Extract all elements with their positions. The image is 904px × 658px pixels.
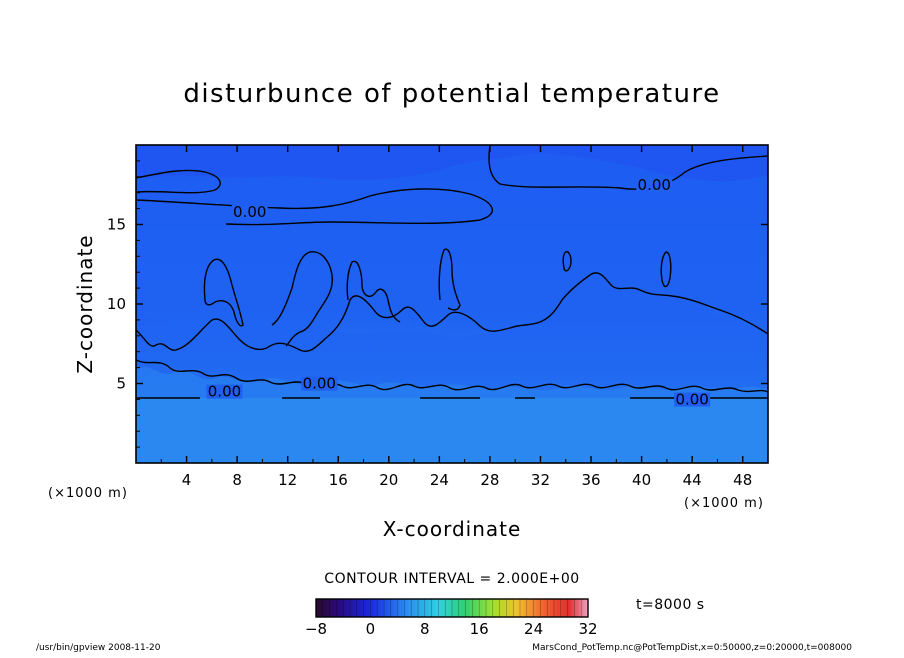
- contour-lines: [136, 145, 768, 399]
- x-tick-label: 32: [531, 471, 550, 489]
- y-axis-title: Z-coordinate: [73, 234, 97, 373]
- footer-right: MarsCond_PotTemp.nc@PotTempDist,x=0:5000…: [532, 643, 852, 653]
- colorbar-tick-label: −8: [305, 620, 327, 638]
- colorbar-frame: [315, 598, 589, 618]
- y-tick-label: 15: [107, 216, 126, 234]
- y-axis: 5 10 15: [107, 160, 768, 448]
- contour-label-bg: [674, 392, 711, 407]
- contour-label-bg: [206, 384, 243, 399]
- contour-upper-band: [136, 188, 493, 226]
- contour-label-bg: [636, 177, 673, 192]
- contour-lower-noise: [136, 359, 768, 393]
- x-tick-label: 24: [430, 471, 449, 489]
- contour-label: 0.00: [675, 391, 708, 409]
- x-tick-label: 12: [278, 471, 297, 489]
- colorbar: −8 0 8 16 24 32: [305, 598, 598, 638]
- x-tick-label: 40: [632, 471, 651, 489]
- contour-labels: 0.00 0.00 0.00 0.00 0.00: [206, 176, 711, 409]
- colorbar-tick-label: 16: [470, 620, 489, 638]
- colorbar-ticks: −8 0 8 16 24 32: [305, 620, 598, 638]
- x-axis-title: X-coordinate: [383, 517, 522, 541]
- colorbar-tick-label: 8: [420, 620, 430, 638]
- contour-label: 0.00: [208, 383, 241, 401]
- colorbar-gradient: [316, 599, 588, 617]
- x-tick-label: 36: [581, 471, 600, 489]
- x-tick-label: 4: [182, 471, 192, 489]
- x-axis-units: (×1000 m): [684, 496, 764, 511]
- colorbar-tick-label: 0: [366, 620, 376, 638]
- contour-main-boundary: [136, 272, 768, 352]
- contour-label: 0.00: [303, 375, 336, 393]
- contour-cell-6: [660, 251, 672, 288]
- colorbar-tick-label: 32: [578, 620, 597, 638]
- plot-area: 0.00 0.00 0.00 0.00 0.00: [135, 144, 769, 464]
- field-shading: [136, 145, 768, 463]
- x-tick-label: 48: [733, 471, 752, 489]
- x-tick-label: 8: [232, 471, 242, 489]
- contour-cell-5: [562, 251, 572, 272]
- footer-left: /usr/bin/gpview 2008-11-20: [36, 643, 161, 653]
- colorbar-tick-label: 24: [524, 620, 543, 638]
- y-axis-units: (×1000 m): [48, 486, 128, 501]
- contour-cell-3: [346, 260, 401, 323]
- x-tick-label: 44: [683, 471, 702, 489]
- boundary-noise-shade: [136, 367, 768, 398]
- contour-interval-label: CONTOUR INTERVAL = 2.000E+00: [324, 571, 579, 587]
- lower-region-shade: [136, 398, 768, 463]
- y-tick-label: 5: [116, 375, 126, 393]
- x-axis: 4 8 12 16 20 24 28 32 36 40 44 48: [160, 145, 752, 489]
- colorbar-stripes: [322, 599, 582, 617]
- x-tick-label: 28: [480, 471, 499, 489]
- upper-region-shade: [136, 145, 768, 182]
- contour-label: 0.00: [638, 176, 671, 194]
- contour-cell-2: [271, 251, 333, 347]
- contour-upper-left: [136, 169, 221, 194]
- contour-label: 0.00: [233, 203, 266, 221]
- contour-cell-4: [438, 248, 461, 311]
- time-label: t=8000 s: [636, 597, 705, 613]
- contour-label-bg: [301, 376, 338, 391]
- chart-title: disturbunce of potential temperature: [183, 79, 720, 109]
- contour-upper-right: [488, 145, 768, 190]
- mid-region-shade: [136, 298, 768, 400]
- x-tick-label: 16: [329, 471, 348, 489]
- contour-cell-1: [203, 258, 244, 327]
- y-tick-label: 10: [107, 295, 126, 313]
- contour-label-bg: [231, 204, 268, 219]
- x-tick-label: 20: [379, 471, 398, 489]
